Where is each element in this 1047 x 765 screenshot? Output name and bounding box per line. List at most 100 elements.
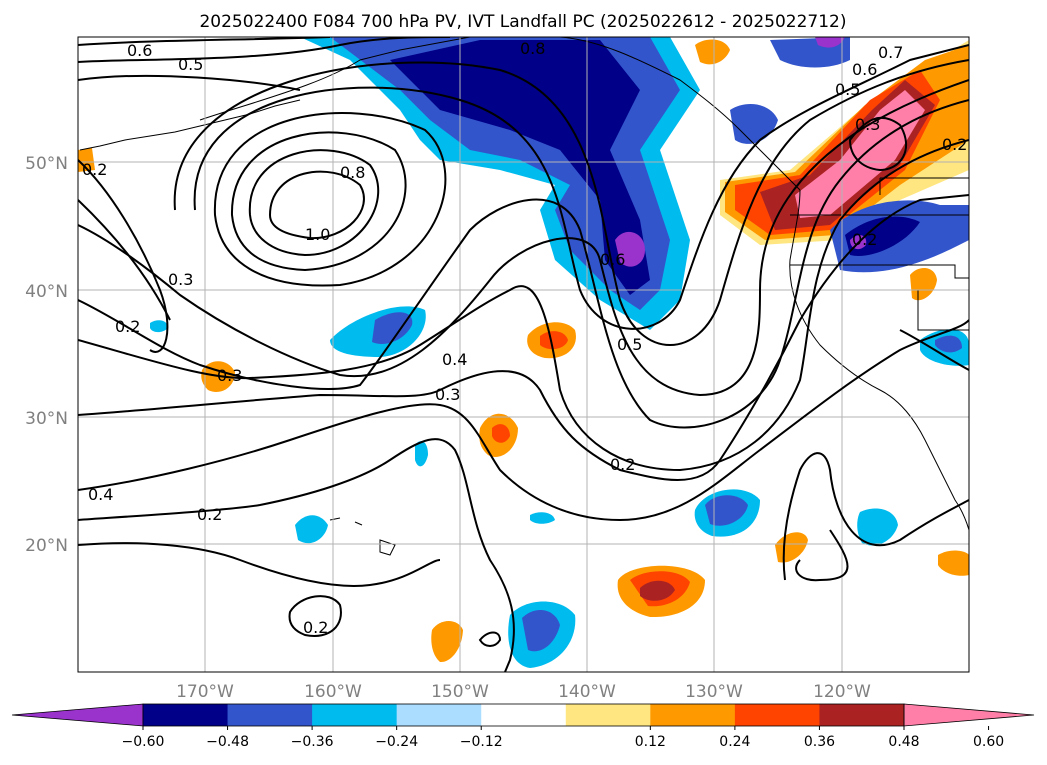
contour-line — [78, 99, 969, 429]
contour-line — [478, 631, 502, 647]
hawaii-islands — [329, 517, 396, 556]
colorbar-tick-label: −0.24 — [375, 734, 418, 750]
contour-label: 0.3 — [855, 115, 880, 134]
contour-label: 1.0 — [305, 225, 330, 244]
colorbar-tick-label: −0.48 — [206, 734, 249, 750]
contour-label: 0.4 — [442, 350, 467, 369]
shade-mid-neg-2 — [372, 312, 413, 345]
state-line-3 — [790, 264, 969, 279]
colorbar-bin — [481, 704, 567, 726]
colorbar-tick-label: 0.12 — [635, 734, 666, 750]
colorbar-frame — [142, 703, 905, 727]
shade-ridge-core — [795, 90, 925, 218]
aleutian-islands — [79, 99, 301, 151]
shade-top-neg-core — [815, 37, 845, 48]
lon-label: 150°W — [431, 682, 489, 702]
contour-label: 0.5 — [835, 80, 860, 99]
colorbar-tick-label: 0.24 — [719, 734, 750, 750]
contour-line — [78, 37, 451, 63]
map-title: 2025022400 F084 700 hPa PV, IVT Landfall… — [199, 12, 846, 32]
contour-line — [78, 79, 969, 397]
shade-sub-neg-6 — [530, 512, 555, 524]
lon-label: 140°W — [558, 682, 616, 702]
colorbar-bin — [734, 704, 820, 726]
colorbar-bin — [396, 704, 482, 726]
contour-label: 0.2 — [852, 230, 877, 249]
contour-line — [230, 131, 407, 272]
contour-label: 0.7 — [878, 43, 903, 62]
lon-label: 120°W — [813, 682, 871, 702]
contour-line — [78, 159, 169, 353]
shade-mid-pos-2-core — [492, 424, 510, 443]
colorbar-tick-label: −0.36 — [291, 734, 334, 750]
lat-labels: 50°N 40°N 30°N 20°N — [25, 154, 68, 556]
shade-sub-pos-5 — [910, 268, 937, 301]
coastlines — [79, 37, 969, 556]
contour-line — [193, 44, 969, 330]
colorbar-bin — [565, 704, 651, 726]
pc-shading — [78, 37, 969, 668]
shade-sub-pos-2 — [431, 621, 463, 663]
colorbar-bin — [227, 704, 313, 726]
contour-label: 0.6 — [600, 250, 625, 269]
colorbar-bin — [819, 704, 905, 726]
lat-label: 30°N — [25, 409, 68, 429]
shade-mid-neg-ak — [730, 104, 778, 144]
contour-line — [213, 112, 447, 287]
contour-label: 0.8 — [340, 163, 365, 182]
contour-line — [795, 529, 849, 582]
colorbar-tick-label: 0.60 — [973, 734, 1004, 750]
contour-line — [782, 452, 969, 581]
colorbar-tick-label: −0.60 — [122, 734, 165, 750]
shade-sub-neg-5 — [415, 441, 428, 467]
shade-sub-neg-1b — [705, 495, 748, 526]
colorbar-bin — [650, 704, 736, 726]
shade-east-neg-4 — [935, 335, 962, 353]
lat-label: 50°N — [25, 154, 68, 174]
shade-trough-core — [615, 231, 645, 267]
contour-line — [899, 329, 969, 371]
lon-label: 170°W — [176, 682, 234, 702]
contour-line — [173, 59, 969, 346]
contour-line — [78, 37, 331, 46]
contour-label: 0.2 — [942, 135, 967, 154]
contour-line — [78, 74, 301, 91]
colorbar-tick-label: 0.36 — [804, 734, 835, 750]
contour-label: 0.2 — [82, 160, 107, 179]
shade-west-neg — [150, 320, 168, 333]
contour-label: 0.6 — [127, 41, 152, 60]
contour-line — [268, 170, 365, 240]
contour-label: 0.3 — [217, 366, 242, 385]
contour-line — [248, 149, 380, 257]
contour-label: 0.2 — [197, 505, 222, 524]
contour-label: 0.5 — [178, 55, 203, 74]
contour-label: 0.8 — [520, 39, 545, 58]
contour-line — [78, 194, 969, 481]
contour-label: 0.6 — [852, 60, 877, 79]
shade-sub-pos-1c — [640, 580, 675, 601]
contour-label: 0.3 — [435, 385, 460, 404]
map-panel: 0.6 0.5 0.8 0.8 1.0 0.3 0.2 0.3 0.4 0.3 … — [78, 37, 969, 672]
colorbar-extend-low — [11, 703, 144, 727]
shade-trough-inner — [390, 40, 650, 295]
lon-labels: 170°W 160°W 150°W 140°W 130°W 120°W — [176, 682, 871, 702]
contour-label: 0.5 — [617, 335, 642, 354]
lon-label: 130°W — [685, 682, 743, 702]
contour-label: 0.2 — [303, 618, 328, 637]
contour-line — [78, 542, 441, 587]
lat-label: 40°N — [25, 282, 68, 302]
shade-sub-neg-4 — [857, 508, 898, 546]
shade-sub-neg-3 — [295, 515, 328, 544]
colorbar-extend-high — [903, 703, 1035, 727]
pv-contours — [78, 37, 969, 672]
contour-line — [78, 139, 969, 472]
lat-label: 20°N — [25, 536, 68, 556]
map-frame — [77, 36, 970, 673]
contour-labels: 0.6 0.5 0.8 0.8 1.0 0.3 0.2 0.3 0.4 0.3 … — [82, 39, 967, 637]
colorbar-tick-label: 0.48 — [888, 734, 919, 750]
contour-label: 0.3 — [168, 270, 193, 289]
lon-label: 160°W — [304, 682, 362, 702]
contour-label: 0.2 — [115, 317, 140, 336]
contour-line — [288, 595, 342, 637]
